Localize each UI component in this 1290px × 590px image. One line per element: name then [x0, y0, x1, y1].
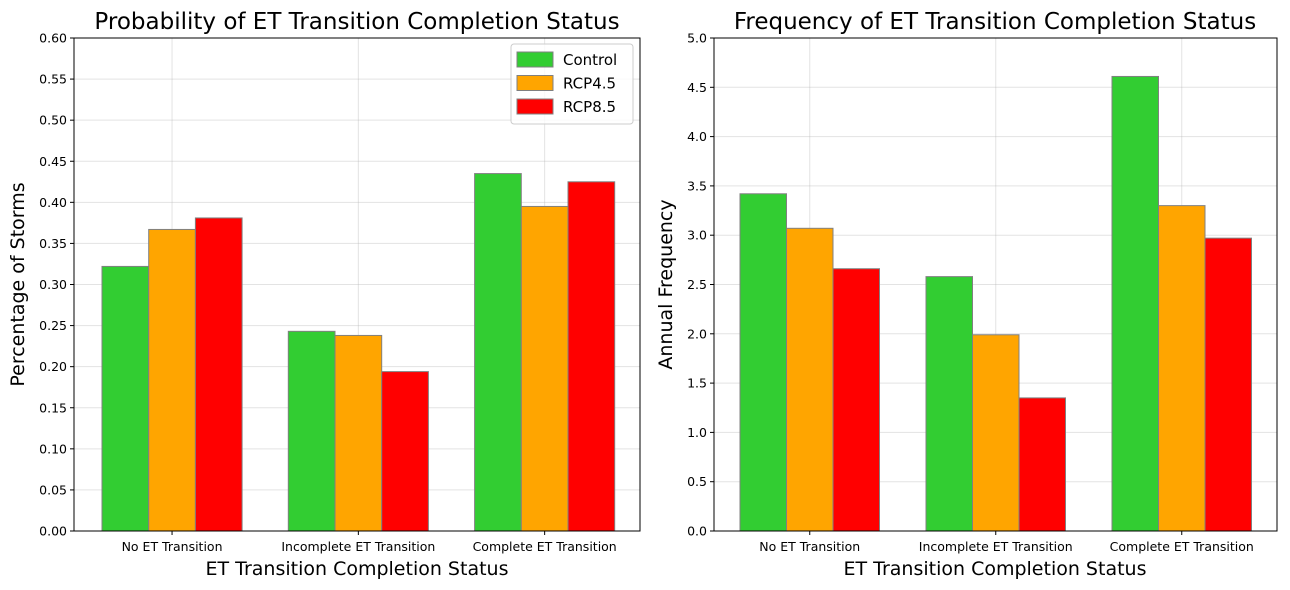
- y-tick-label: 0.40: [39, 195, 67, 210]
- bar-control-complete-et-transition: [1111, 75, 1159, 532]
- frequency-chart: Frequency of ET Transition Completion St…: [655, 9, 1278, 580]
- y-tick-label: 0.25: [39, 318, 67, 333]
- y-tick-label: 0.55: [39, 72, 67, 87]
- legend-label-rcp4-5: RCP4.5: [563, 75, 616, 93]
- legend-swatch-rcp4-5: [516, 75, 554, 91]
- bar-rcp4-5-no-et-transition: [148, 228, 196, 532]
- y-tick-label: 0.5: [687, 474, 707, 489]
- x-axis-ticks: No ET Transition Incomplete ET Transition…: [759, 531, 1254, 554]
- bar-rcp8-5-no-et-transition: [194, 217, 243, 532]
- y-tick-label: 0.20: [39, 359, 67, 374]
- bar-rcp8-5-incomplete-et-transition: [1018, 397, 1066, 532]
- y-tick-label: 0.50: [39, 113, 67, 128]
- x-tick-label: Incomplete ET Transition: [919, 539, 1073, 554]
- bar-rcp4-5-complete-et-transition: [520, 205, 569, 532]
- y-tick-label: 4.0: [687, 129, 707, 144]
- y-tick-label: 2.0: [687, 326, 707, 341]
- bar-rcp8-5-complete-et-transition: [567, 181, 616, 532]
- x-tick-label: Complete ET Transition: [1110, 539, 1254, 554]
- bar-rcp8-5-complete-et-transition: [1204, 237, 1252, 532]
- y-tick-label: 5.0: [687, 31, 707, 46]
- x-tick-label: Complete ET Transition: [473, 539, 617, 554]
- legend-label-control: Control: [563, 51, 617, 69]
- bar-control-incomplete-et-transition: [287, 330, 336, 532]
- y-tick-label: 0.00: [39, 524, 67, 539]
- y-axis-ticks: 0.0 0.5 1.0 1.5 2.0 2.5 3.0 3.5 4.0 4.5 5.0: [687, 31, 714, 539]
- chart-title: Probability of ET Transition Completion …: [94, 9, 619, 35]
- bar-rcp4-5-no-et-transition: [786, 227, 834, 532]
- y-tick-label: 1.5: [687, 376, 707, 391]
- legend-label-rcp8-5: RCP8.5: [563, 98, 616, 116]
- x-axis-label: ET Transition Completion Status: [844, 558, 1147, 580]
- bars: [101, 173, 616, 532]
- y-tick-label: 4.5: [687, 80, 707, 95]
- bar-control-incomplete-et-transition: [925, 276, 973, 532]
- y-tick-label: 0.05: [39, 482, 67, 497]
- x-axis-ticks: No ET Transition Incomplete ET Transition…: [122, 531, 617, 554]
- y-tick-label: 3.5: [687, 178, 707, 193]
- y-axis-label: Annual Frequency: [655, 199, 677, 369]
- y-tick-label: 0.30: [39, 277, 67, 292]
- probability-chart: Probability of ET Transition Completion …: [7, 9, 641, 580]
- bar-control-complete-et-transition: [474, 173, 522, 532]
- x-axis-label: ET Transition Completion Status: [206, 558, 509, 580]
- legend: Control RCP4.5 RCP8.5: [510, 43, 634, 125]
- bar-rcp4-5-complete-et-transition: [1158, 205, 1206, 532]
- y-tick-label: 0.35: [39, 236, 67, 251]
- legend-swatch-control: [516, 51, 554, 68]
- y-tick-label: 0.0: [687, 524, 707, 539]
- bar-rcp4-5-incomplete-et-transition: [972, 334, 1020, 532]
- y-tick-label: 3.0: [687, 228, 707, 243]
- x-tick-label: Incomplete ET Transition: [281, 539, 435, 554]
- y-tick-label: 1.0: [687, 425, 707, 440]
- y-axis-ticks: 0.00 0.05 0.10 0.15 0.20 0.25 0.30 0.35 0.40 0.45…: [39, 31, 74, 539]
- y-tick-label: 0.15: [39, 400, 67, 415]
- y-tick-label: 0.60: [39, 31, 67, 46]
- y-tick-label: 0.45: [39, 154, 67, 169]
- bar-rcp8-5-no-et-transition: [832, 268, 880, 532]
- bar-control-no-et-transition: [739, 193, 787, 532]
- bar-control-no-et-transition: [101, 265, 150, 532]
- y-tick-label: 0.10: [39, 441, 67, 456]
- legend-swatch-rcp8-5: [516, 98, 554, 115]
- y-axis-label: Percentage of Storms: [7, 182, 29, 386]
- y-tick-label: 2.5: [687, 277, 707, 292]
- chart-title: Frequency of ET Transition Completion St…: [734, 9, 1256, 35]
- x-tick-label: No ET Transition: [122, 539, 223, 554]
- bar-rcp4-5-incomplete-et-transition: [334, 334, 383, 532]
- x-tick-label: No ET Transition: [759, 539, 860, 554]
- bar-rcp8-5-incomplete-et-transition: [381, 371, 429, 532]
